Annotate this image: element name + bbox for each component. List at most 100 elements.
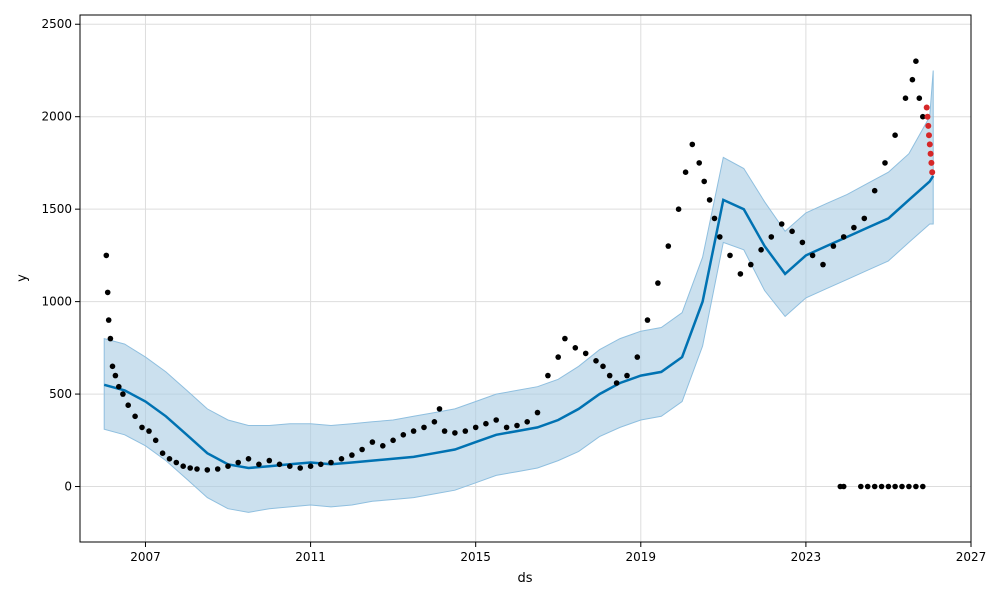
y-tick-label: 1000	[41, 295, 72, 309]
observed-point	[861, 215, 868, 222]
observed-point	[204, 467, 211, 473]
observed-point	[909, 76, 916, 83]
observed-point	[600, 363, 606, 370]
y-axis-ticks: 0 500 1000 1500 2000 2500	[41, 17, 80, 494]
observed-point	[920, 483, 926, 490]
observed-point	[380, 443, 386, 449]
future-points	[923, 104, 936, 176]
observed-point	[307, 463, 314, 470]
plot-frame	[79, 14, 972, 543]
observed-point	[105, 317, 112, 323]
observed-point	[840, 483, 847, 490]
y-tick-label: 500	[49, 387, 72, 401]
observed-point	[452, 430, 458, 436]
observed-point	[634, 354, 641, 360]
x-tick-label: 2023	[791, 550, 822, 564]
observed-point	[830, 243, 837, 249]
observed-point	[562, 335, 568, 342]
observed-point	[758, 247, 764, 253]
observed-point	[613, 380, 620, 386]
x-tick-label: 2027	[956, 550, 987, 564]
observed-point	[483, 420, 489, 427]
observed-point	[400, 432, 407, 438]
observed-point	[245, 456, 252, 462]
observed-point	[864, 483, 871, 490]
observed-point	[173, 459, 180, 466]
observed-point	[682, 169, 689, 175]
observed-point	[524, 419, 530, 425]
observed-point	[159, 450, 166, 457]
observed-point	[871, 483, 878, 490]
observed-point	[462, 428, 469, 434]
observed-point	[840, 234, 847, 240]
x-tick-label: 2011	[295, 550, 326, 564]
observed-point	[906, 483, 912, 490]
trend-line	[103, 175, 935, 470]
observed-point	[916, 95, 923, 101]
observed-point	[421, 424, 427, 431]
observed-point	[359, 446, 365, 453]
x-axis-ticks: 2007 2011 2015 2019 2023 2027	[130, 542, 986, 564]
observed-point	[778, 221, 785, 227]
observed-point	[276, 461, 283, 468]
observed-point	[913, 483, 919, 490]
observed-point	[644, 317, 651, 323]
observed-point	[711, 215, 718, 222]
observed-point	[318, 461, 324, 468]
y-tick-label: 1500	[41, 202, 72, 216]
observed-point	[441, 428, 448, 434]
uncertainty-band	[103, 70, 934, 513]
observed-point	[116, 383, 122, 390]
observed-point	[555, 354, 561, 360]
observed-point	[390, 437, 396, 444]
x-axis-label: ds	[517, 571, 532, 586]
future-point	[927, 150, 934, 157]
observed-point	[166, 456, 173, 462]
observed-point	[768, 234, 775, 240]
observed-point	[748, 261, 754, 268]
observed-point	[235, 459, 241, 466]
observed-point	[727, 252, 733, 259]
observed-point	[624, 372, 630, 379]
observed-point	[675, 206, 682, 212]
observed-points	[103, 58, 926, 490]
x-tick-label: 2015	[460, 550, 491, 564]
future-point	[928, 159, 935, 166]
observed-point	[799, 239, 806, 246]
x-tick-label: 2019	[626, 550, 657, 564]
observed-point	[689, 141, 696, 148]
y-axis-label: y	[15, 274, 30, 282]
observed-point	[789, 228, 795, 235]
observed-point	[572, 345, 579, 351]
observed-point	[871, 187, 878, 194]
observed-point	[902, 95, 909, 101]
observed-point	[696, 160, 702, 166]
observed-point	[892, 483, 898, 490]
observed-point	[809, 252, 816, 259]
future-point	[923, 104, 930, 111]
observed-point	[882, 160, 888, 166]
future-point	[929, 169, 936, 176]
y-tick-label: 0	[64, 480, 72, 494]
observed-point	[582, 350, 589, 357]
observed-point	[369, 439, 376, 445]
observed-point	[436, 406, 443, 412]
observed-point	[665, 243, 672, 249]
observed-point	[338, 456, 345, 462]
observed-point	[655, 280, 661, 286]
observed-point	[109, 363, 116, 370]
observed-point	[104, 289, 111, 296]
observed-point	[851, 224, 857, 231]
observed-point	[503, 424, 510, 431]
observed-point	[410, 428, 417, 434]
x-tick-label: 2007	[130, 550, 161, 564]
observed-point	[297, 465, 304, 471]
future-point	[924, 113, 931, 120]
observed-point	[349, 452, 355, 458]
observed-point	[892, 132, 898, 138]
observed-point	[120, 391, 126, 397]
observed-point	[706, 197, 713, 203]
y-tick-label: 2500	[41, 17, 72, 31]
